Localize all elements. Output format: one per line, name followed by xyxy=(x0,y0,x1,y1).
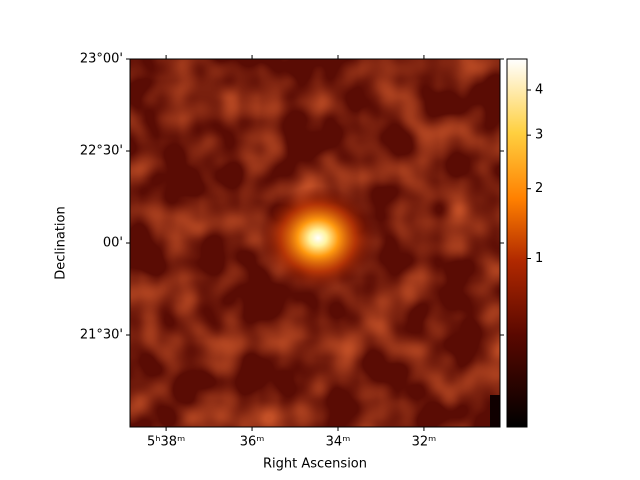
y-tick-label: 21°30' xyxy=(80,328,123,343)
colorbar-tick-label: 3 xyxy=(535,128,543,143)
y-tick-label: 23°00' xyxy=(80,52,123,67)
colorbar xyxy=(506,58,528,428)
colorbar-tick-label: 4 xyxy=(535,83,543,98)
x-tick-label: 32ᵐ xyxy=(412,435,437,450)
x-tick-label: 36ᵐ xyxy=(240,435,265,450)
x-tick-label: 34ᵐ xyxy=(326,435,351,450)
colorbar-tick-label: 2 xyxy=(535,181,543,196)
colorbar-tick-label: 1 xyxy=(535,251,543,266)
x-axis-label: Right Ascension xyxy=(263,457,367,472)
y-tick-label: 00' xyxy=(103,236,123,251)
y-axis-label: Declination xyxy=(54,206,69,280)
y-tick-label: 22°30' xyxy=(80,144,123,159)
sky-image xyxy=(130,59,500,427)
x-tick-label: 5ʰ38ᵐ xyxy=(147,435,185,450)
